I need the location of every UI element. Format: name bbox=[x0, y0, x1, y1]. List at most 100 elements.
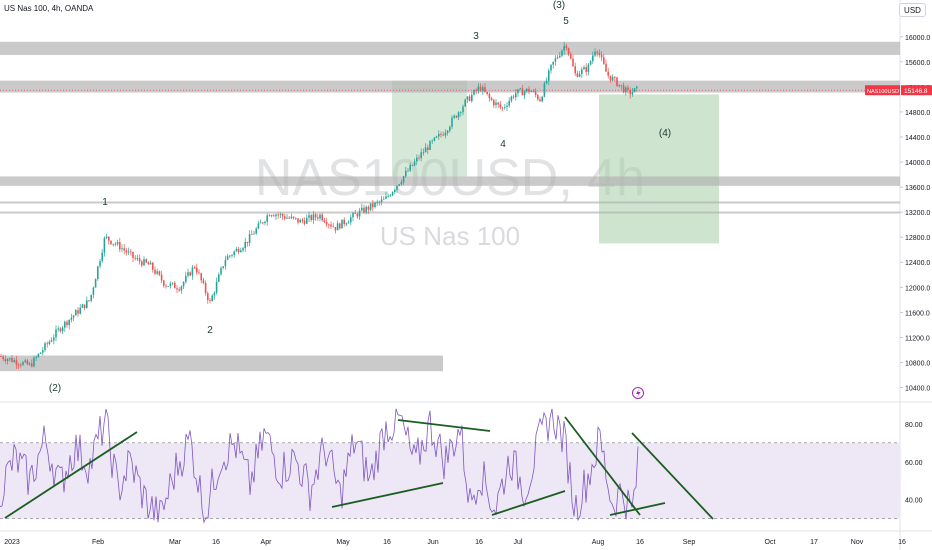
candle-body bbox=[442, 134, 444, 136]
candle-body bbox=[22, 362, 24, 366]
candle-body bbox=[178, 289, 180, 291]
candle-body bbox=[94, 279, 97, 288]
candle-body bbox=[44, 343, 46, 351]
zone-0[interactable] bbox=[0, 41, 900, 55]
candle-body bbox=[218, 274, 220, 282]
candle-body bbox=[550, 64, 552, 71]
watermark-name: US Nas 100 bbox=[380, 221, 520, 251]
candle-body bbox=[31, 363, 33, 367]
rsi-trendline[interactable] bbox=[631, 432, 714, 520]
candle-body bbox=[123, 248, 125, 251]
candle-body bbox=[488, 93, 491, 99]
candle-body bbox=[455, 115, 458, 118]
candle-body bbox=[246, 241, 249, 243]
wave-label: (2) bbox=[49, 383, 61, 394]
candle-body bbox=[413, 161, 416, 166]
candle-body bbox=[158, 271, 161, 275]
candle-body bbox=[506, 105, 508, 107]
zone-1[interactable] bbox=[0, 80, 900, 93]
rsi-trendline[interactable] bbox=[564, 416, 641, 516]
candle-body bbox=[17, 364, 20, 366]
x-tick-label: Mar bbox=[169, 539, 182, 546]
candle-body bbox=[160, 274, 163, 281]
rsi-trendline[interactable] bbox=[397, 419, 491, 432]
candle-body bbox=[409, 164, 411, 171]
candle-body bbox=[61, 327, 64, 332]
wave-label: 4 bbox=[500, 139, 506, 150]
candle-body bbox=[72, 315, 75, 318]
rsi-trendline[interactable] bbox=[4, 431, 138, 519]
candle-body bbox=[125, 250, 128, 253]
candle-body bbox=[97, 266, 99, 280]
candle-body bbox=[152, 262, 154, 270]
candle-body bbox=[475, 89, 477, 91]
candle-body bbox=[286, 217, 288, 219]
y-tick-label: 12800.0 bbox=[905, 235, 930, 242]
candle-body bbox=[0, 356, 2, 357]
candle-body bbox=[275, 214, 277, 217]
candle-body bbox=[171, 282, 174, 284]
rsi-tick-label: 40.00 bbox=[905, 498, 923, 505]
candle-body bbox=[308, 215, 310, 218]
x-tick-label: Jul bbox=[514, 539, 523, 546]
candle-body bbox=[255, 228, 257, 234]
zone-5[interactable] bbox=[0, 355, 443, 372]
candle-body bbox=[233, 251, 235, 256]
candle-body bbox=[200, 273, 202, 281]
y-tick-label: 13200.0 bbox=[905, 210, 930, 217]
candle-body bbox=[361, 207, 363, 211]
candle-body bbox=[598, 52, 601, 56]
x-tick-label: 16 bbox=[898, 539, 906, 546]
candle-body bbox=[114, 243, 117, 245]
candle-body bbox=[55, 329, 57, 338]
candle-body bbox=[13, 360, 15, 362]
candle-body bbox=[15, 360, 18, 365]
candle-body bbox=[222, 266, 224, 268]
candle-body bbox=[110, 240, 112, 245]
x-tick-label: 16 bbox=[636, 539, 644, 546]
wave-label: 3 bbox=[473, 31, 479, 42]
candle-body bbox=[479, 86, 482, 91]
zone-4[interactable] bbox=[0, 211, 900, 214]
candle-body bbox=[537, 94, 539, 100]
zone-3[interactable] bbox=[0, 201, 900, 204]
candle-body bbox=[193, 267, 196, 269]
candle-body bbox=[490, 98, 493, 101]
rsi-band bbox=[0, 442, 900, 519]
candle-body bbox=[600, 55, 603, 58]
candle-body bbox=[189, 272, 191, 276]
candle-body bbox=[312, 214, 315, 221]
x-tick-label: Nov bbox=[851, 539, 864, 546]
candle-body bbox=[149, 262, 152, 265]
candle-body bbox=[583, 67, 585, 70]
candle-body bbox=[444, 132, 447, 136]
candle-body bbox=[534, 91, 537, 95]
candle-body bbox=[548, 70, 550, 81]
candle-body bbox=[339, 223, 341, 229]
candle-body bbox=[292, 216, 295, 218]
candle-body bbox=[466, 96, 469, 100]
candle-body bbox=[457, 112, 460, 118]
y-tick-label: 10800.0 bbox=[905, 360, 930, 367]
candle-body bbox=[165, 285, 167, 287]
rsi-trendline[interactable] bbox=[609, 502, 666, 516]
candle-body bbox=[53, 337, 55, 341]
candle-body bbox=[213, 292, 216, 296]
candle-body bbox=[2, 356, 4, 360]
candle-body bbox=[209, 300, 211, 302]
candle-body bbox=[587, 64, 590, 72]
candle-body bbox=[334, 227, 337, 231]
currency-button[interactable]: USD bbox=[899, 3, 926, 17]
price-tag-value-bg bbox=[901, 85, 932, 96]
candle-body bbox=[314, 214, 317, 218]
candle-body bbox=[105, 236, 108, 238]
candle-body bbox=[493, 100, 495, 106]
candle-body bbox=[438, 133, 440, 137]
candle-body bbox=[46, 343, 48, 345]
candle-body bbox=[627, 87, 629, 91]
rsi-trendline[interactable] bbox=[331, 482, 444, 508]
zone-2[interactable] bbox=[0, 176, 900, 186]
rsi-trendline[interactable] bbox=[491, 490, 566, 516]
